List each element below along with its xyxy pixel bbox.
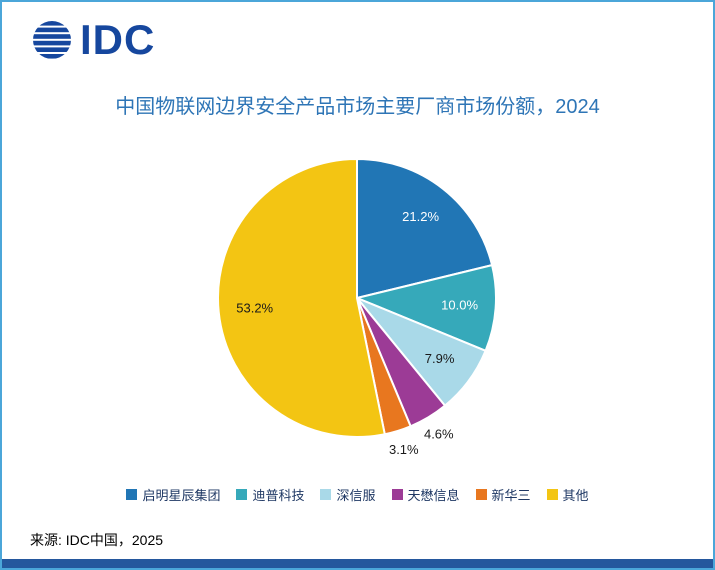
idc-globe-icon xyxy=(33,21,71,59)
pie-value-label-2: 7.9% xyxy=(425,351,455,366)
legend-label-0: 启明星辰集团 xyxy=(142,488,221,503)
legend-item-1: 迪普科技 xyxy=(236,485,304,504)
legend: 启明星辰集团 迪普科技 深信服 天懋信息 新华三 其他 xyxy=(2,485,713,504)
legend-label-4: 新华三 xyxy=(491,488,531,503)
idc-logo: IDC xyxy=(30,18,155,62)
legend-label-3: 天懋信息 xyxy=(407,488,460,503)
pie-value-label-1: 10.0% xyxy=(441,298,478,313)
pie-chart: 21.2% 10.0% 7.9% 4.6% 3.1% 53.2% xyxy=(217,157,497,457)
legend-label-5: 其他 xyxy=(562,488,589,503)
legend-item-3: 天懋信息 xyxy=(391,485,460,504)
legend-item-0: 启明星辰集团 xyxy=(126,485,220,504)
legend-swatch-0 xyxy=(126,489,138,500)
legend-item-2: 深信服 xyxy=(320,485,376,504)
legend-swatch-2 xyxy=(320,489,332,500)
pie-slice-5 xyxy=(217,157,386,438)
pie-value-label-0: 21.2% xyxy=(402,209,439,224)
chart-title: 中国物联网边界安全产品市场主要厂商市场份额，2024 xyxy=(115,96,600,118)
idc-logo-text: IDC xyxy=(80,16,156,63)
legend-swatch-3 xyxy=(391,489,403,500)
source-note: 来源: IDC中国，2025 xyxy=(30,532,164,548)
legend-label-2: 深信服 xyxy=(336,488,376,503)
pie-value-label-3: 4.6% xyxy=(424,426,454,441)
pie-value-label-5: 53.2% xyxy=(236,300,273,315)
legend-swatch-1 xyxy=(236,489,248,500)
pie-chart-area: 21.2% 10.0% 7.9% 4.6% 3.1% 53.2% xyxy=(2,132,713,472)
legend-item-4: 新华三 xyxy=(475,485,531,504)
legend-swatch-4 xyxy=(475,489,487,500)
pie-slice-1 xyxy=(353,263,497,353)
bottom-bar xyxy=(2,559,713,568)
pie-slice-0 xyxy=(356,157,494,300)
pie-value-label-4: 3.1% xyxy=(389,442,419,457)
legend-label-1: 迪普科技 xyxy=(252,488,305,503)
legend-swatch-5 xyxy=(546,489,558,500)
legend-item-5: 其他 xyxy=(546,485,589,504)
